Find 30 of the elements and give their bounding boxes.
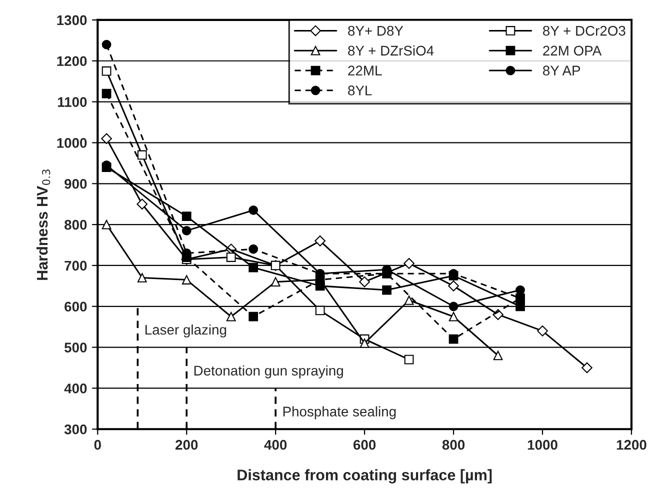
legend-label: 22M OPA: [543, 46, 602, 56]
y-tick-label: 700: [64, 260, 87, 271]
legend-label: 8YL: [348, 86, 372, 96]
legend-label: 8Y + DCr2O3: [543, 26, 626, 36]
y-tick-label: 1100: [58, 97, 87, 107]
x-tick-label: 1200: [616, 440, 646, 450]
y-tick-label: 1000: [57, 138, 87, 148]
legend-label: 22ML: [348, 66, 382, 76]
y-tick-label: 800: [64, 220, 87, 230]
x-tick-label: 0: [94, 440, 101, 450]
x-tick-label: 400: [264, 440, 287, 450]
y-tick-label: 300: [64, 424, 87, 434]
legend-label: 8Y AP: [543, 66, 580, 76]
legend-label: 8Y+ D8Y: [348, 26, 404, 36]
x-axis-title: Distance from coating surface [µm]: [238, 469, 492, 484]
x-tick-label: 1000: [528, 440, 558, 450]
x-tick-label: 200: [176, 440, 198, 450]
x-tick-label: 800: [442, 440, 465, 450]
x-tick-label: 600: [353, 440, 376, 450]
y-tick-label: 1300: [57, 15, 87, 26]
y-tick-label: 900: [64, 178, 87, 189]
ref-line-label: Laser glazing: [146, 324, 226, 338]
legend-label: 8Y + DZrSiO4: [348, 45, 434, 56]
y-axis-title: Hardness HV$_{0.3}$: [36, 170, 50, 280]
ref-line-label: Detonation gun spraying: [194, 365, 343, 378]
y-tick-label: 1200: [57, 56, 87, 66]
y-tick-label: 500: [64, 342, 87, 352]
ref-line-label: Phosphate sealing: [283, 406, 396, 420]
y-tick-label: 400: [64, 384, 87, 394]
y-tick-label: 600: [64, 302, 87, 312]
